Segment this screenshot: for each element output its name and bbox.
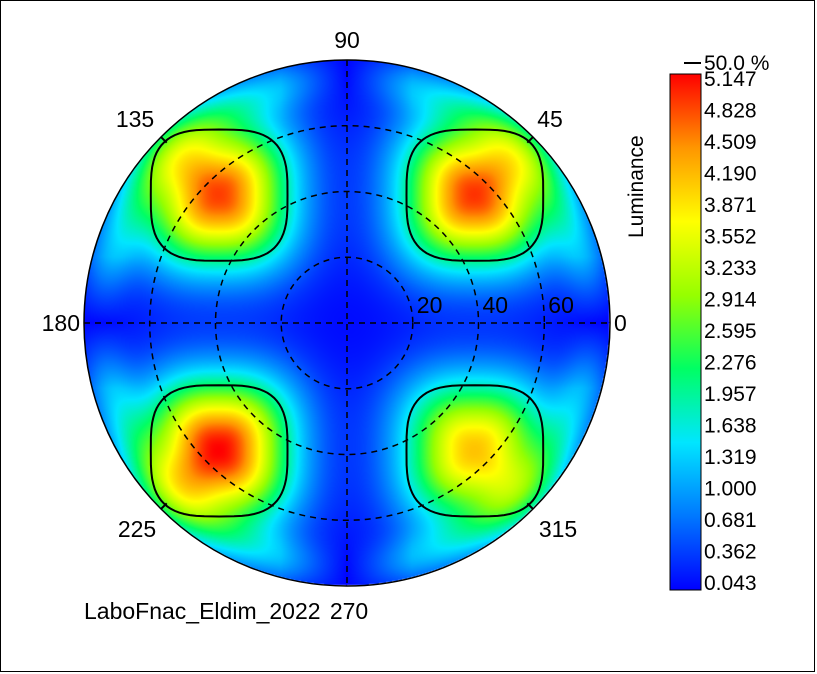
colorbar-tick-label: 0.681 — [704, 509, 757, 532]
diagonal-tick — [526, 136, 534, 144]
colorbar-tick-label: 3.233 — [704, 257, 757, 280]
angle-labels: 0 45 90 135 180 225 270 315 — [42, 27, 627, 624]
contour-50-line — [149, 128, 289, 262]
colorbar-tick-label: 4.190 — [704, 163, 757, 186]
angle-label: 45 — [537, 106, 563, 132]
grid-ring — [214, 190, 480, 456]
angle-label: 270 — [330, 598, 368, 624]
colorbar — [669, 73, 702, 591]
colorbar-tick-label: 2.276 — [704, 352, 757, 375]
radial-tick-label: 60 — [548, 292, 574, 318]
contour-50-line — [405, 384, 545, 518]
colorbar-tick-label: 1.638 — [704, 415, 757, 438]
colorbar-label: Luminance — [625, 135, 648, 238]
colorbar-tick-label: 2.914 — [704, 289, 757, 312]
luminance-heatmap — [84, 60, 610, 586]
colorbar-tick-label: 1.319 — [704, 446, 757, 469]
radial-tick-label: 20 — [417, 292, 443, 318]
polar-grid — [84, 60, 610, 586]
colorbar-tick-label: 1.000 — [704, 478, 757, 501]
radial-tick-labels: 20 40 60 — [417, 292, 574, 318]
diagonal-tick — [526, 502, 534, 510]
colorbar-tick-label: 1.957 — [704, 383, 757, 406]
footer-label: LaboFnac_Eldim_2022 — [84, 598, 321, 624]
colorbar-tick-label: 4.828 — [704, 100, 757, 123]
colorbar-tick-labels: 5.147 4.828 4.509 4.190 3.871 3.552 3.233 2.914… — [704, 68, 757, 595]
angle-label: 225 — [118, 516, 156, 542]
angle-label: 180 — [42, 310, 80, 336]
contour-lines — [149, 128, 545, 518]
grid-ring — [148, 124, 546, 522]
colorbar-tick-label: 4.509 — [704, 131, 757, 154]
colorbar-tick-label: 2.595 — [704, 320, 757, 343]
colorbar-tick-label: 5.147 — [704, 68, 757, 91]
contour-50-line — [405, 128, 545, 262]
diagonal-tick — [160, 502, 168, 510]
contour-marker-label: 50.0 % — [704, 52, 769, 75]
colorbar-tick-label: 3.552 — [704, 226, 757, 249]
angle-label: 0 — [614, 310, 627, 336]
colorbar-tick-label: 0.043 — [704, 572, 757, 595]
angle-label: 90 — [334, 27, 360, 53]
colorbar-tick-label: 3.871 — [704, 194, 757, 217]
contour-50-line — [149, 384, 289, 518]
angle-label: 135 — [116, 106, 154, 132]
radial-tick-label: 40 — [483, 292, 509, 318]
colorbar-tick-label: 0.362 — [704, 541, 757, 564]
angle-label: 315 — [539, 516, 577, 542]
grid-ring — [280, 256, 414, 390]
diagonal-tick — [160, 136, 168, 144]
disc-outline — [83, 59, 611, 587]
